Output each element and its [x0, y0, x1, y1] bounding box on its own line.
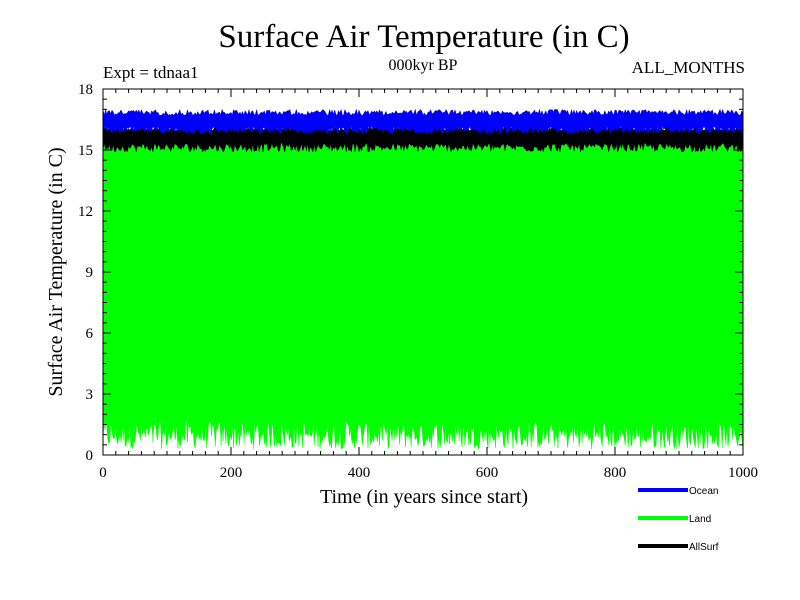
y-tick-label: 6: [86, 326, 94, 342]
x-axis: 0 200 400 600 800 1000: [99, 89, 758, 481]
chart-title: Surface Air Temperature (in C): [218, 19, 629, 55]
y-axis-label: Surface Air Temperature (in C): [45, 147, 67, 396]
x-tick-label: 600: [476, 465, 499, 481]
chart-subtitle: 000kyr BP: [389, 57, 458, 74]
legend-label-ocean: Ocean: [689, 486, 718, 497]
x-tick-label: 400: [348, 465, 371, 481]
y-tick-label: 15: [78, 143, 93, 159]
ocean-series-band: [102, 108, 744, 135]
y-tick-label: 0: [86, 448, 94, 464]
y-tick-label: 3: [86, 387, 94, 403]
legend: Ocean Land AllSurf: [638, 486, 719, 553]
y-axis: 0 3 6 9 12 15 18: [78, 82, 743, 464]
y-tick-label: 9: [86, 265, 94, 281]
y-tick-label: 12: [78, 204, 93, 220]
y-tick-label: 18: [78, 82, 93, 98]
x-tick-label: 0: [99, 465, 107, 481]
x-axis-label: Time (in years since start): [320, 486, 528, 508]
legend-label-allsurf: AllSurf: [689, 542, 719, 553]
x-tick-label: 200: [220, 465, 243, 481]
x-tick-label: 800: [604, 465, 627, 481]
x-tick-label: 1000: [728, 465, 758, 481]
months-label: ALL_MONTHS: [632, 58, 745, 77]
experiment-label: Expt = tdnaa1: [103, 63, 199, 82]
legend-label-land: Land: [689, 514, 711, 525]
plot-area: [102, 108, 744, 450]
land-series-band: [102, 128, 743, 450]
